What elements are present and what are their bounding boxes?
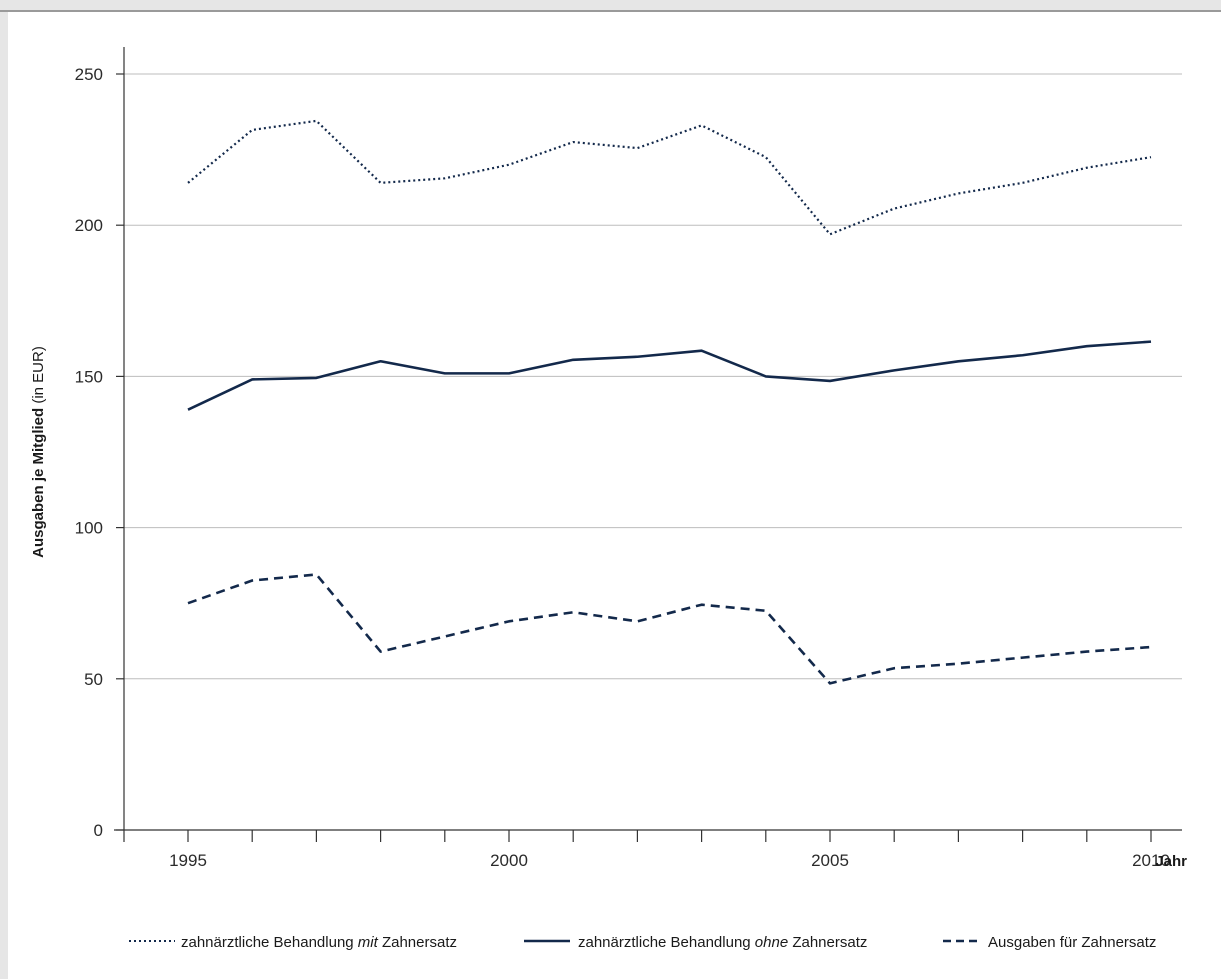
x-tick-label-1995: 1995 [169, 851, 207, 870]
series-lines [187, 119, 1152, 685]
y-axis-title-unit: (in EUR) [30, 346, 47, 404]
legend-item-zahnersatz: Ausgaben für Zahnersatz [943, 934, 1156, 951]
x-tick-label-2005: 2005 [811, 851, 849, 870]
y-tick-label-50: 50 [84, 670, 103, 689]
x-axis-title: Jahr [1155, 853, 1187, 870]
series-line-dotted [187, 119, 1152, 236]
axes [114, 47, 1182, 842]
x-tick-label-2010: 2010 [1132, 851, 1170, 870]
series-line-solid [187, 340, 1152, 411]
top-border [0, 10, 1221, 12]
legend-label-ohne: zahnärztliche Behandlung ohne Zahnersatz [578, 934, 867, 951]
legend-item-mit: zahnärztliche Behandlung mit Zahnersatz [129, 934, 457, 951]
x-tick-label-2000: 2000 [490, 851, 528, 870]
y-tick-label-200: 200 [75, 216, 103, 235]
y-axis-title-main: Ausgaben je Mitglied [30, 408, 47, 558]
legend: zahnärztliche Behandlung mit Zahnersatz … [129, 934, 1156, 951]
y-tick-label-250: 250 [75, 65, 103, 84]
y-axis-title: Ausgaben je Mitglied (in EUR) [30, 346, 47, 558]
legend-item-ohne: zahnärztliche Behandlung ohne Zahnersatz [524, 934, 867, 951]
series-line-dashed [187, 573, 1152, 685]
y-tick-labels: 0 50 100 150 200 250 [75, 65, 103, 840]
chart-panel [8, 10, 1221, 979]
x-tick-labels: 1995 2000 2005 2010 [169, 851, 1170, 870]
gridlines [124, 73, 1182, 680]
legend-label-zahnersatz: Ausgaben für Zahnersatz [988, 934, 1156, 951]
y-tick-label-150: 150 [75, 367, 103, 386]
y-tick-label-0: 0 [94, 821, 103, 840]
legend-label-mit: zahnärztliche Behandlung mit Zahnersatz [181, 934, 457, 951]
y-tick-label-100: 100 [75, 519, 103, 538]
